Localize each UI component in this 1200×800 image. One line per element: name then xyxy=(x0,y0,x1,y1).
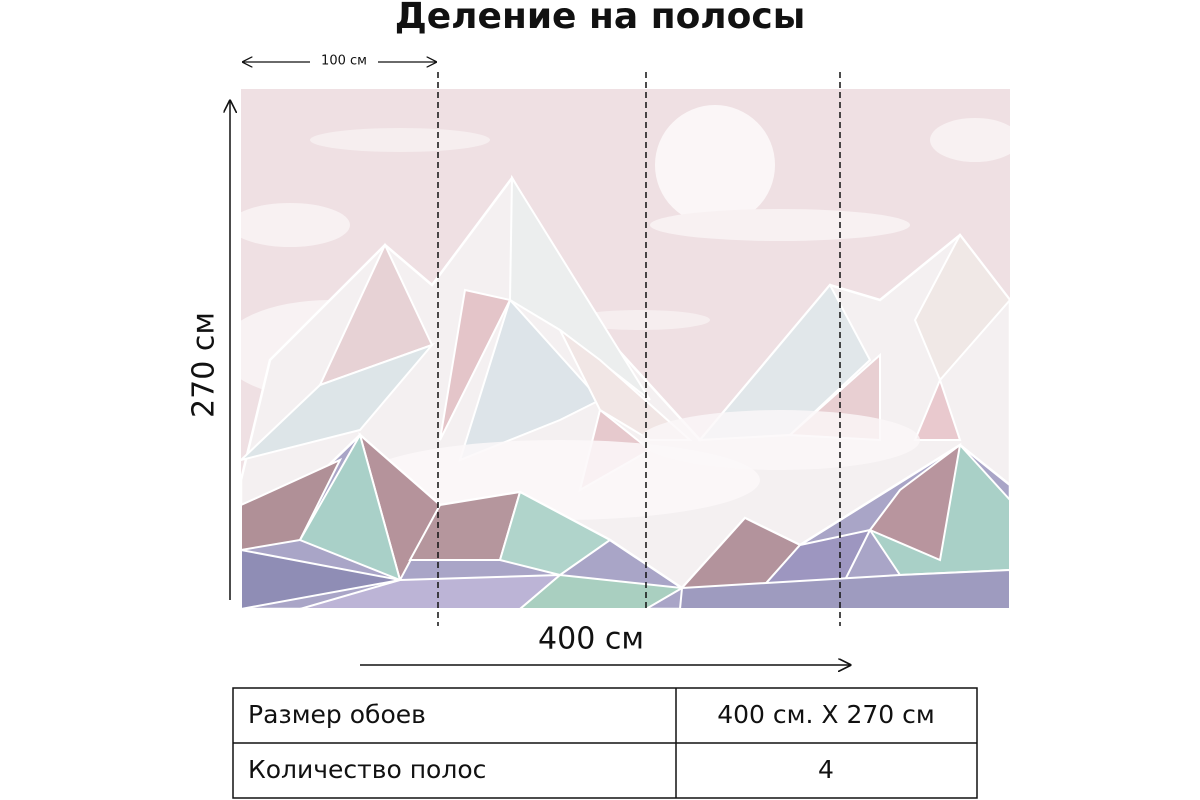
facet xyxy=(518,573,686,609)
table xyxy=(232,687,978,799)
facet xyxy=(498,490,612,577)
fog xyxy=(640,410,920,470)
cloud xyxy=(650,209,910,241)
title: Деление на полосы xyxy=(395,0,806,37)
sun xyxy=(655,105,775,225)
facet xyxy=(913,377,962,441)
table-cell: Количество полос xyxy=(248,755,486,784)
table-cell: 4 xyxy=(818,755,834,784)
facet xyxy=(241,342,436,462)
facet xyxy=(868,442,962,562)
facet xyxy=(298,432,402,582)
strip-width-label: 100 см xyxy=(321,54,367,69)
wallpaper-art xyxy=(241,89,1010,609)
table-cell: 400 см. Х 270 см xyxy=(717,700,935,729)
cloud xyxy=(310,128,490,152)
fog xyxy=(360,440,760,520)
facet xyxy=(299,573,563,609)
strip-dividers xyxy=(437,72,841,626)
cloud xyxy=(241,203,350,247)
cloud xyxy=(930,118,1010,162)
table-cell: Размер обоев xyxy=(248,700,426,729)
facet xyxy=(241,548,401,609)
facet xyxy=(458,298,602,462)
facet xyxy=(241,457,343,552)
cloud xyxy=(570,310,710,330)
facet xyxy=(678,568,1010,609)
facet xyxy=(439,288,512,441)
width-label: 400 см xyxy=(538,622,644,657)
height-label: 270 см xyxy=(187,312,222,418)
